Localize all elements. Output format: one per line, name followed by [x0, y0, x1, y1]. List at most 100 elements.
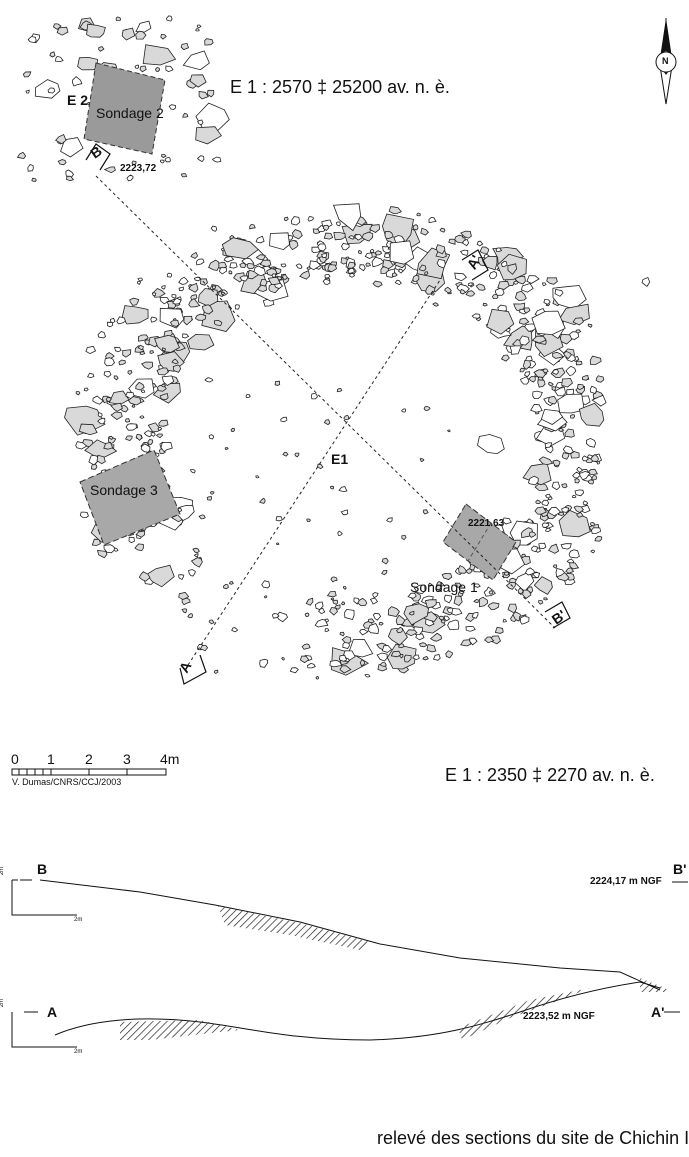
stone — [230, 427, 236, 433]
stone — [529, 531, 537, 538]
stone — [535, 499, 542, 505]
scale-bar — [11, 768, 167, 776]
stone — [98, 46, 105, 52]
stone — [424, 599, 437, 609]
stone — [267, 276, 281, 286]
stone — [487, 602, 500, 610]
stone — [110, 317, 116, 324]
stone — [471, 313, 481, 319]
stone — [259, 259, 272, 268]
stone — [497, 280, 510, 290]
stone — [364, 673, 371, 678]
stone — [440, 619, 446, 624]
stone — [341, 636, 352, 644]
stone — [465, 568, 473, 574]
stone — [523, 371, 531, 378]
stone — [519, 367, 525, 373]
stone — [531, 545, 538, 553]
stone — [96, 550, 108, 559]
stone — [190, 557, 203, 568]
stone — [424, 271, 429, 275]
stone — [527, 475, 539, 486]
stone — [309, 260, 322, 271]
stone — [97, 417, 106, 425]
stone — [198, 514, 206, 520]
stone — [339, 665, 352, 674]
stone — [134, 64, 140, 69]
stone — [483, 636, 495, 644]
stone — [34, 79, 61, 99]
stone — [542, 282, 547, 287]
sondage-2-area — [83, 62, 166, 155]
stone — [115, 16, 122, 22]
stone — [208, 259, 220, 271]
stone — [419, 264, 427, 272]
stone — [114, 346, 122, 353]
stone — [458, 589, 465, 595]
stone — [125, 435, 133, 441]
stone — [552, 564, 558, 569]
stone — [341, 601, 346, 606]
stone — [418, 642, 428, 648]
stone — [548, 543, 560, 554]
stone — [210, 225, 218, 232]
stone — [488, 589, 494, 595]
stone — [555, 568, 566, 578]
stone — [559, 333, 573, 345]
stone — [526, 275, 540, 284]
stone — [533, 576, 553, 595]
stone — [103, 371, 112, 378]
profile-a-scale-h: 2m — [74, 1049, 83, 1055]
stone — [338, 486, 348, 493]
stone — [187, 613, 193, 619]
stone — [443, 594, 453, 604]
stone — [259, 497, 266, 504]
stone — [97, 331, 106, 339]
stone — [122, 349, 132, 358]
stone — [591, 474, 598, 481]
stone — [546, 277, 558, 285]
stone — [206, 496, 212, 501]
stone — [590, 549, 595, 554]
stone — [574, 478, 580, 484]
stone — [140, 443, 151, 453]
stone — [560, 543, 572, 550]
stone — [519, 615, 530, 625]
stone — [534, 506, 547, 515]
stone — [369, 224, 381, 233]
stone — [358, 249, 362, 255]
stone — [187, 333, 215, 351]
stone — [261, 580, 271, 589]
stone — [197, 119, 204, 126]
stone — [441, 573, 453, 580]
stone — [415, 633, 425, 641]
stone — [110, 402, 123, 412]
stone — [337, 530, 343, 536]
stone — [361, 231, 374, 242]
stone — [577, 383, 585, 391]
stone — [507, 603, 518, 614]
stone — [391, 272, 398, 278]
scale-tick-0: 0 — [11, 751, 19, 767]
stone — [208, 434, 215, 440]
stone — [116, 316, 127, 325]
scale-tick-3: 3 — [123, 751, 131, 767]
stone — [79, 511, 89, 519]
stone — [552, 351, 564, 359]
stone — [27, 36, 37, 44]
stone — [453, 595, 463, 606]
stone — [196, 155, 205, 163]
credit: V. Dumas/CNRS/CCJ/2003 — [12, 777, 122, 787]
stone — [128, 536, 135, 544]
stone — [190, 251, 199, 259]
stone — [196, 258, 205, 266]
stone — [323, 232, 334, 240]
stone — [126, 174, 134, 182]
stone — [324, 273, 331, 279]
stone — [565, 365, 577, 377]
stone — [332, 203, 362, 232]
stone — [500, 260, 508, 268]
stone — [372, 612, 382, 621]
stone — [408, 610, 415, 616]
